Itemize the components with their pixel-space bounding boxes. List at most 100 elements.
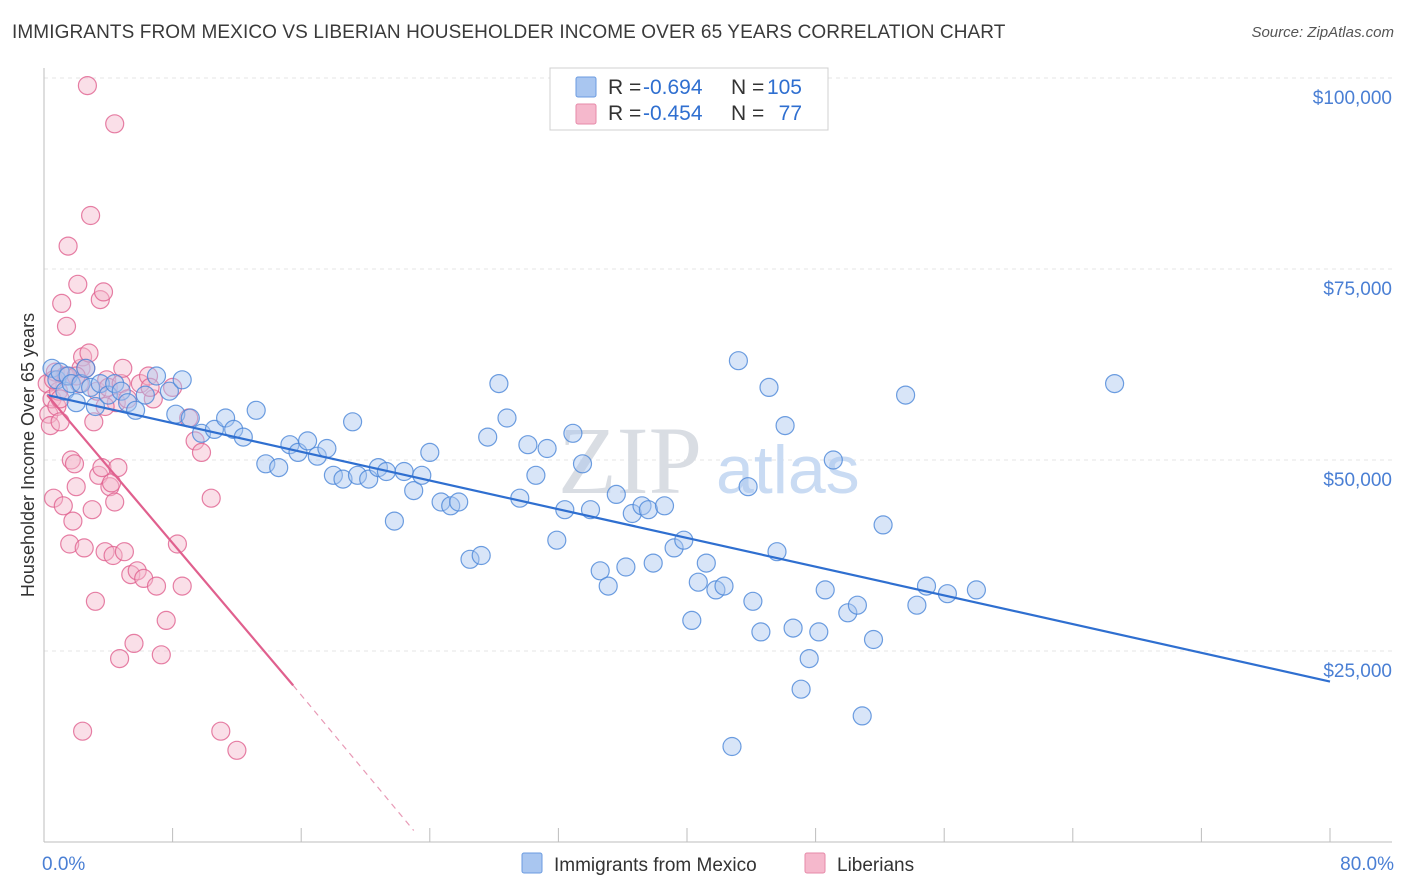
chart-title: IMMIGRANTS FROM MEXICO VS LIBERIAN HOUSE…: [12, 22, 1006, 43]
mexico-point: [526, 465, 546, 485]
y-tick-label-25000: $25,000: [1323, 661, 1392, 682]
mexico-point: [838, 603, 858, 623]
liberians-point: [50, 412, 70, 432]
liberians-point: [74, 538, 94, 558]
liberians-point: [68, 274, 88, 294]
legend-r-value-mexico: -0.694: [643, 76, 703, 99]
mexico-point: [111, 381, 131, 401]
mexico-point: [404, 481, 424, 501]
mexico-point: [246, 400, 266, 420]
liberians-point: [80, 205, 101, 226]
mexico-point: [105, 374, 125, 394]
source-label: Source: ZipAtlas.com: [1251, 24, 1394, 41]
legend-swatch-mexico: [575, 76, 597, 98]
mexico-trendline: [46, 393, 1331, 683]
liberians-point: [103, 545, 123, 566]
legend-n-label-liberians: N =: [731, 102, 764, 125]
mexico-point: [449, 492, 469, 512]
liberians-point: [53, 496, 73, 516]
mexico-point: [298, 431, 318, 451]
liberians-point: [185, 431, 205, 451]
mexico-point: [775, 416, 795, 436]
liberians-point: [63, 511, 83, 531]
mexico-point: [76, 358, 96, 378]
liberians-point: [84, 412, 104, 432]
mexico-point: [799, 648, 819, 669]
liberians-point: [191, 442, 212, 462]
mexico-point: [751, 622, 771, 642]
liberians-point: [201, 488, 221, 508]
mexico-point: [90, 374, 110, 394]
mexico-point: [489, 374, 509, 394]
mexico-point: [674, 530, 694, 550]
legend-r-value-liberians: -0.454: [643, 102, 703, 125]
mexico-point: [547, 530, 567, 550]
mexico-point: [809, 622, 829, 642]
mexico-point: [333, 469, 353, 489]
liberians-point: [124, 633, 144, 654]
mexico-point: [563, 423, 583, 443]
liberians-point: [66, 477, 86, 497]
mexico-point: [907, 595, 927, 615]
liberians-point: [40, 416, 61, 436]
mexico-point: [478, 427, 498, 447]
liberians-point: [82, 500, 102, 520]
liberians-point: [90, 290, 110, 310]
mexico-point: [783, 618, 803, 638]
mexico-point: [791, 679, 811, 699]
liberians-trendline-extension: [292, 684, 415, 831]
bottom-legend-label-mexico: Immigrants from Mexico: [554, 855, 757, 876]
liberians-point: [52, 293, 72, 313]
liberians-point: [106, 393, 126, 413]
mexico-point: [638, 500, 659, 520]
bottom-legend: Immigrants from Mexico Liberians: [521, 852, 914, 876]
x-tick-label-min: 0.0%: [42, 854, 85, 875]
mexico-point: [815, 580, 835, 600]
liberians-point: [146, 576, 167, 596]
liberians-point: [211, 721, 231, 741]
mexico-point: [622, 503, 642, 524]
mexico-point: [572, 454, 593, 474]
mexico-point: [598, 576, 618, 596]
liberians-point: [64, 454, 85, 474]
mexico-point: [688, 572, 708, 592]
legend-r-label-liberians: R =: [608, 102, 641, 125]
mexico-point: [738, 477, 758, 497]
liberians-point: [72, 721, 93, 741]
legend-n-label-mexico: N =: [731, 76, 764, 99]
mexico-point: [847, 595, 868, 615]
mexico-point: [55, 381, 75, 401]
mexico-point: [146, 366, 167, 386]
mexico-point: [722, 736, 742, 757]
mexico-point: [172, 370, 192, 390]
mexico-point: [728, 351, 749, 371]
mexico-point: [347, 465, 368, 485]
mexico-point: [743, 591, 763, 611]
liberians-point: [109, 648, 130, 669]
mexico-point: [895, 385, 916, 405]
y-tick-label-75000: $75,000: [1323, 279, 1392, 300]
mexico-point: [269, 458, 289, 478]
liberians-point: [113, 358, 133, 378]
liberians-point: [114, 542, 135, 562]
liberians-point: [93, 282, 114, 302]
mexico-point: [117, 393, 138, 413]
mexico-point: [852, 706, 872, 726]
liberians-trendline: [46, 394, 295, 687]
mexico-point: [714, 576, 734, 596]
mexico-point: [317, 438, 337, 459]
liberians-point: [151, 645, 171, 665]
mexico-point: [343, 412, 363, 432]
gridlines: [44, 77, 1392, 652]
mexico-point: [966, 580, 987, 600]
liberians-point: [172, 576, 192, 596]
liberians-point: [130, 374, 150, 394]
legend-n-value-mexico: 105: [767, 76, 802, 99]
liberians-point: [105, 114, 125, 134]
mexico-point: [47, 370, 67, 390]
legend-n-value-liberians: 77: [779, 102, 802, 125]
series-liberians: [37, 75, 247, 760]
mexico-point: [61, 374, 81, 394]
liberians-point: [77, 75, 98, 96]
mexico-point: [873, 515, 893, 535]
